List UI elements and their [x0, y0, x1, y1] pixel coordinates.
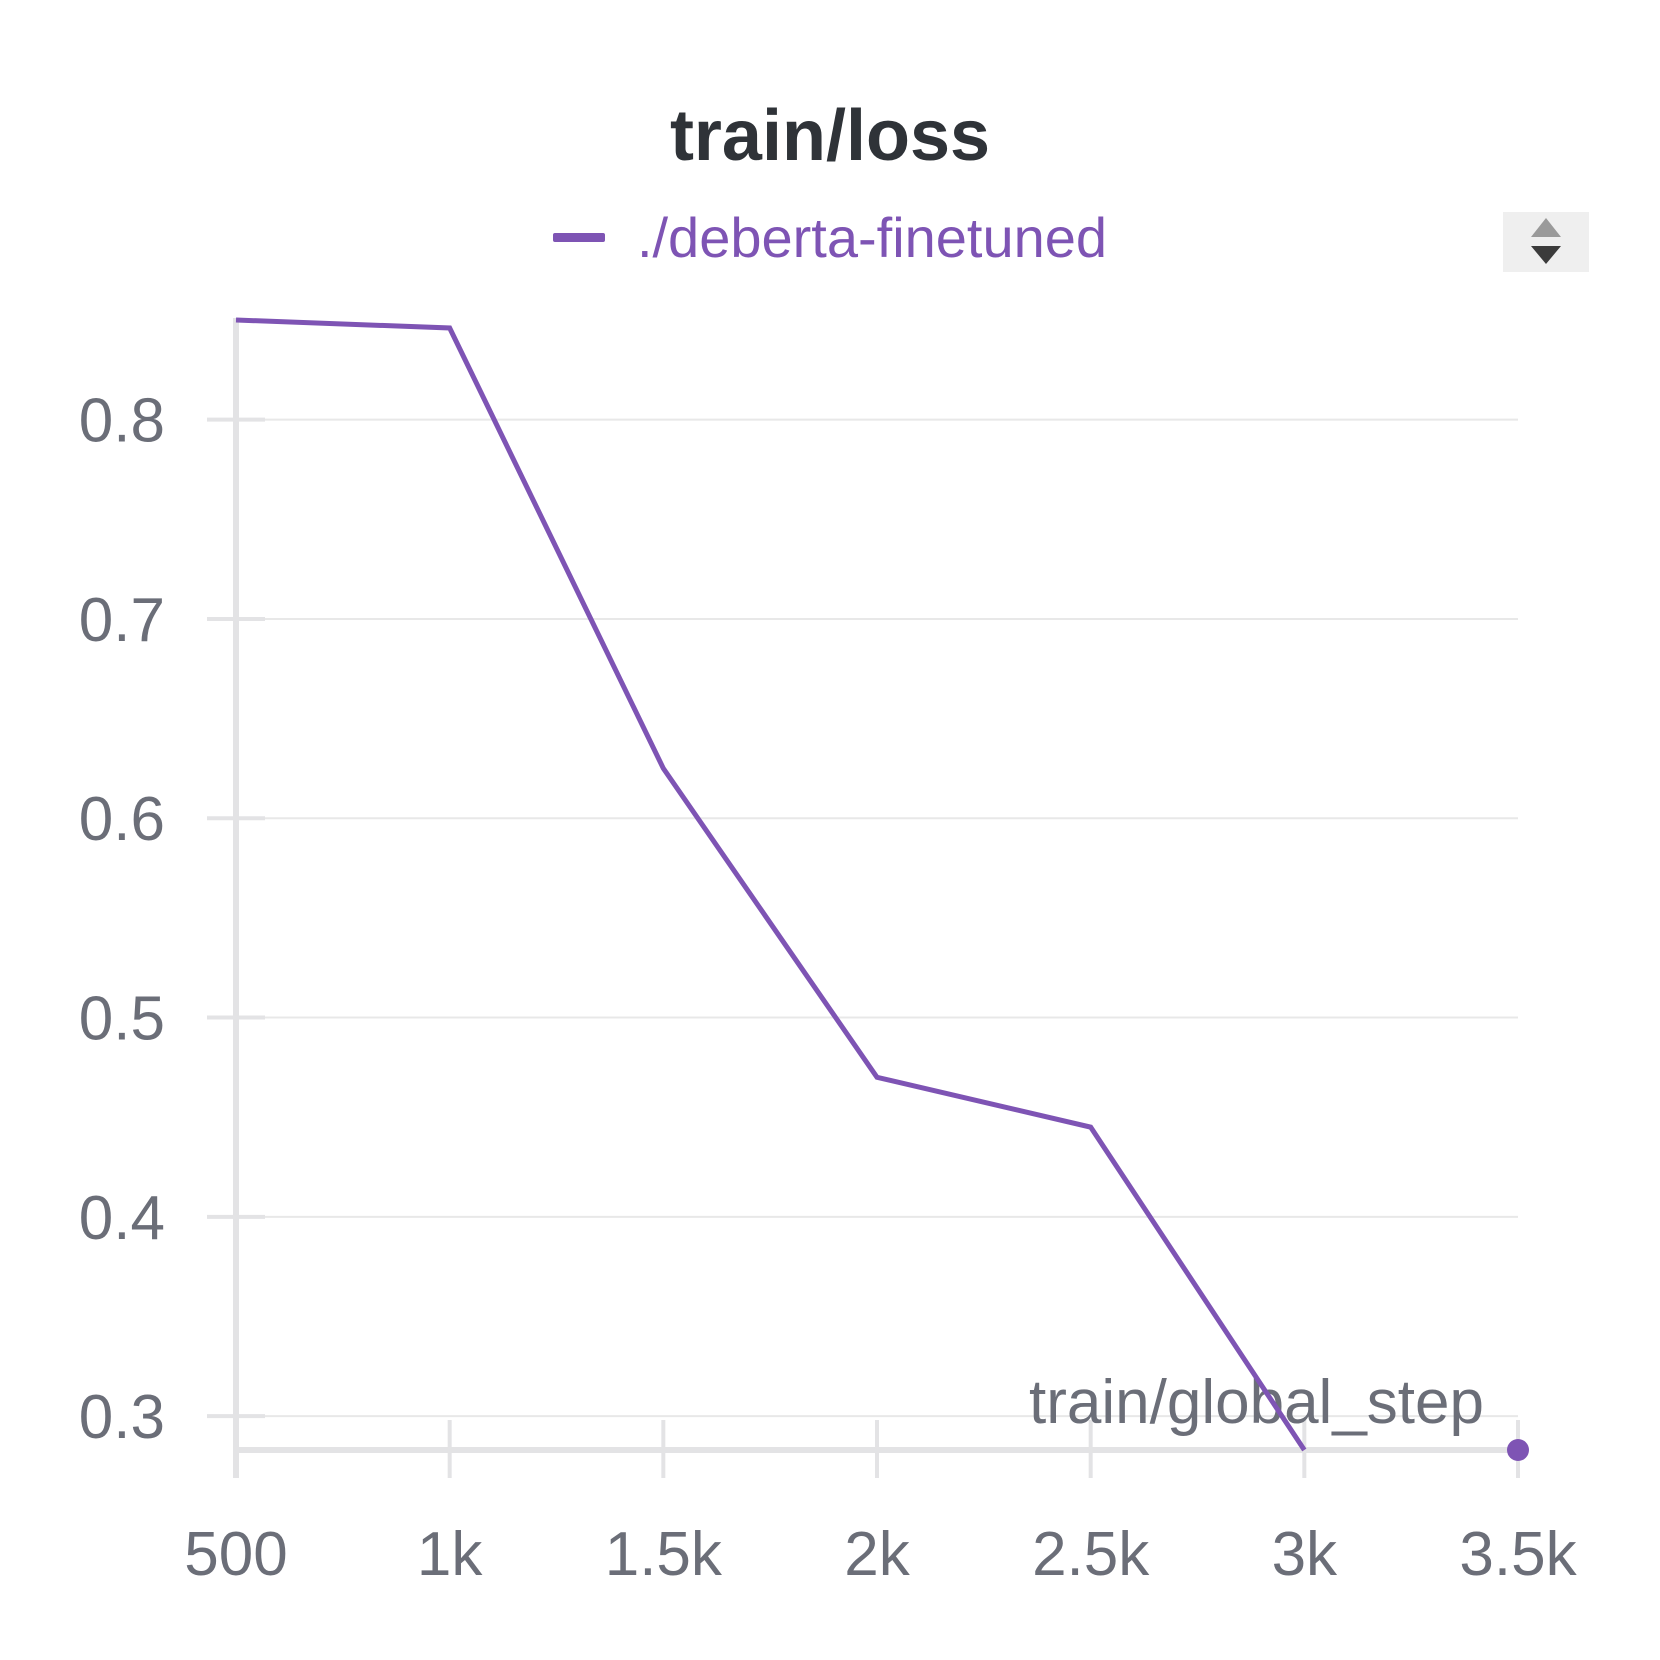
x-tick-label: 3k — [1272, 1520, 1338, 1589]
y-tick-label: 0.6 — [79, 785, 165, 854]
legend-swatch — [552, 233, 605, 242]
series-line — [235, 317, 1307, 1452]
hover-marker — [1507, 1439, 1529, 1461]
sort-up-down-icon — [1531, 218, 1561, 264]
y-tick-label: 0.3 — [79, 1383, 165, 1452]
y-tick-label: 0.8 — [79, 387, 165, 456]
chart-title: train/loss — [669, 96, 991, 176]
x-tick-label: 2k — [844, 1520, 910, 1589]
y-tick-label: 0.5 — [79, 985, 165, 1054]
legend: ./deberta-finetuned — [0, 205, 1660, 270]
axes — [207, 318, 1520, 1478]
grid-lines — [236, 418, 1518, 1418]
series — [235, 317, 1529, 1461]
y-tick-label: 0.4 — [79, 1184, 165, 1253]
x-tick-label: 500 — [184, 1520, 287, 1589]
sort-button[interactable] — [1503, 212, 1589, 272]
tick-labels: 0.3 0.4 0.5 0.6 0.7 0.8 500 1k 1.5k 2k 2.5k 3k 3.5k — [79, 387, 1578, 1589]
legend-label[interactable]: ./deberta-finetuned — [636, 206, 1108, 269]
x-tick-label: 2.5k — [1032, 1520, 1150, 1589]
x-tick-label: 3.5k — [1459, 1520, 1577, 1589]
y-tick-label: 0.7 — [79, 586, 165, 655]
x-tick-label: 1k — [417, 1520, 483, 1589]
x-tick-label: 1.5k — [605, 1520, 723, 1589]
